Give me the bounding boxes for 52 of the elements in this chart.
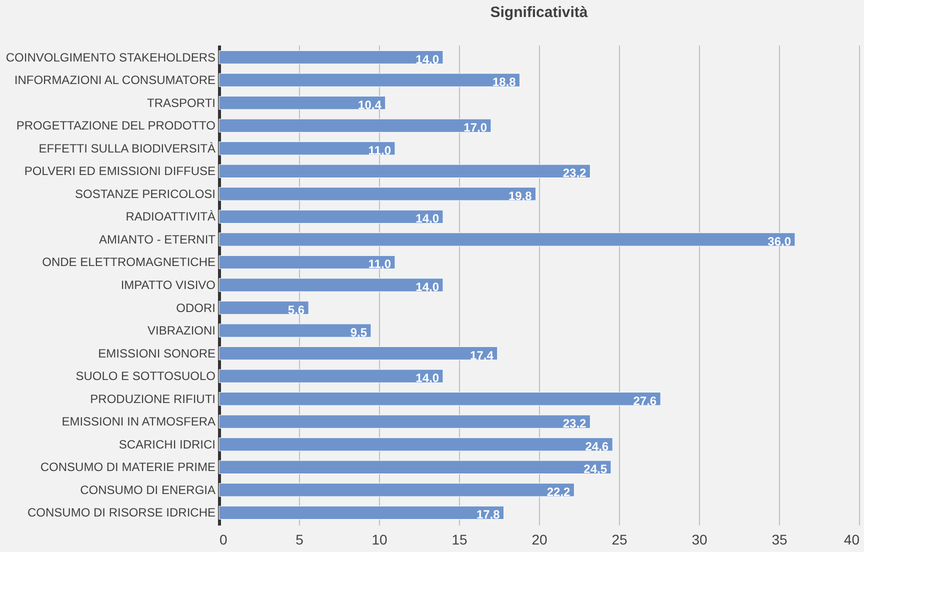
y-tick-label: EFFETTI SULLA BIODIVERSITÀ [38, 141, 216, 156]
x-tick-label: 25 [612, 532, 628, 548]
y-tick-label: IMPATTO VISIVO [120, 278, 216, 292]
data-label: 11,0 [368, 257, 392, 272]
y-tick-label: INFORMAZIONI AL CONSUMATORE [14, 73, 216, 88]
chart-title: Significatività [490, 4, 588, 21]
data-label: 9,5 [350, 326, 368, 340]
data-label: 19,8 [508, 188, 532, 203]
y-tick-label: CONSUMO DI MATERIE PRIME [40, 460, 216, 474]
data-label: 22,2 [546, 484, 571, 499]
x-tick-label: 30 [692, 532, 708, 548]
data-label: 18,8 [492, 75, 516, 90]
y-tick-label: AMIANTO - ETERNIT [99, 232, 216, 246]
y-tick-label: RADIOATTIVITÀ [126, 210, 216, 224]
data-label: 10,4 [358, 98, 382, 112]
data-label: 36,0 [768, 234, 792, 248]
data-label: 23,2 [562, 416, 587, 431]
y-tick-label: ODORI [176, 300, 216, 315]
y-tick-label: POLVERI ED EMISSIONI DIFFUSE [24, 164, 216, 178]
data-label: 27,6 [633, 394, 657, 408]
x-tick-label: 15 [452, 532, 468, 548]
y-tick-label: CONSUMO DI RISORSE IDRICHE [27, 506, 216, 520]
data-label: 5,6 [288, 302, 305, 317]
y-tick-label: EMISSIONI SONORE [98, 346, 216, 360]
y-tick-label: SCARICHI IDRICI [118, 437, 216, 452]
y-tick-label: ONDE ELETTROMAGNETICHE [42, 255, 216, 270]
y-tick-label: EMISSIONI IN ATMOSFERA [62, 414, 216, 429]
y-tick-label: SUOLO E SOTTOSUOLO [76, 369, 216, 384]
data-label: 14,0 [416, 371, 440, 386]
y-tick-label: CONSUMO DI ENERGIA [80, 482, 216, 497]
x-tick-label: 40 [844, 532, 860, 548]
x-tick-label: 0 [220, 532, 228, 548]
data-label: 14,0 [416, 52, 440, 66]
x-tick-label: 20 [532, 532, 548, 548]
y-tick-label: PRODUZIONE RIFIUTI [90, 392, 216, 406]
data-label: 23,2 [562, 166, 587, 180]
y-tick-label: TRASPORTI [147, 96, 216, 110]
y-tick-label: COINVOLGIMENTO STAKEHOLDERS [6, 50, 216, 64]
x-tick-label: 10 [372, 532, 388, 548]
data-label: 11,0 [368, 143, 392, 158]
data-label: 17,8 [476, 508, 500, 522]
x-tick-label: 35 [772, 532, 788, 548]
data-label: 14,0 [416, 280, 440, 294]
y-tick-label: VIBRAZIONI [147, 324, 216, 338]
data-label: 17,0 [464, 120, 488, 135]
data-label: 17,4 [470, 348, 494, 362]
data-label: 14,0 [416, 212, 440, 226]
y-tick-label: SOSTANZE PERICOLOSI [75, 186, 216, 201]
data-label: 24,5 [584, 462, 608, 476]
data-label: 24,6 [585, 439, 609, 454]
x-tick-label: 5 [296, 532, 304, 548]
y-tick-label: PROGETTAZIONE DEL PRODOTTO [16, 118, 216, 133]
